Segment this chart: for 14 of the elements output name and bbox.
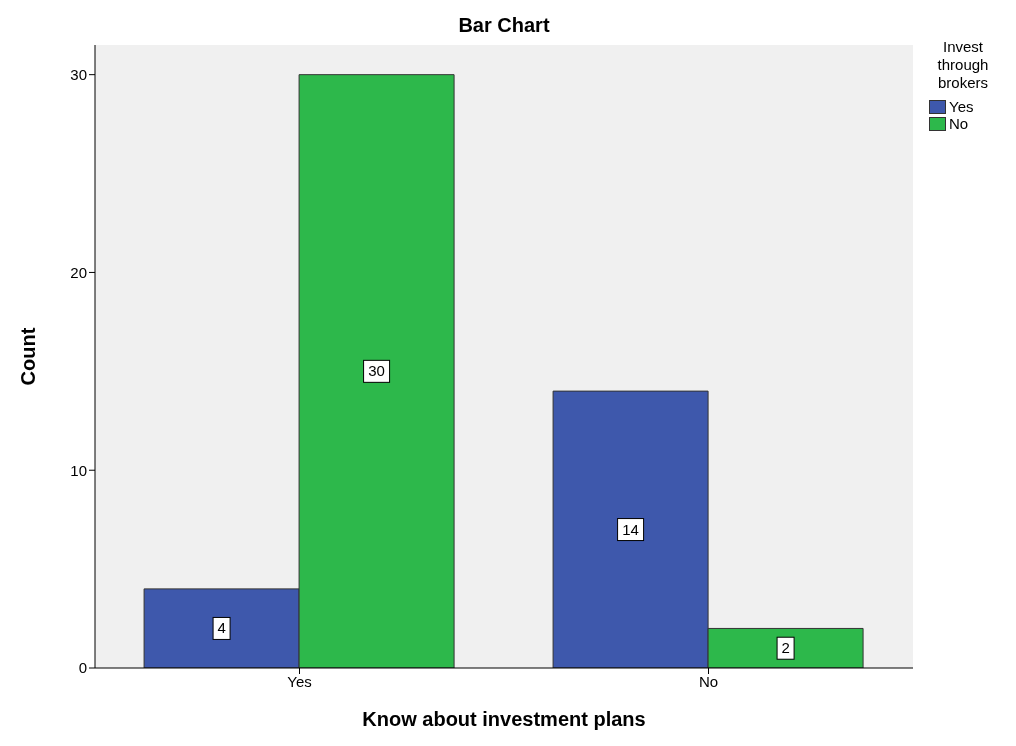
y-tick-label: 30 — [70, 65, 87, 83]
y-tick-label: 20 — [70, 263, 87, 281]
y-tick-label: 0 — [78, 659, 87, 677]
legend-title: Invest through brokers — [936, 38, 990, 92]
data-label: 14 — [622, 520, 639, 538]
data-label: 2 — [781, 639, 790, 657]
data-label: 4 — [217, 619, 226, 637]
data-label: 30 — [368, 362, 385, 380]
chart-title: Bar Chart — [457, 14, 551, 37]
y-tick-label: 10 — [70, 461, 87, 479]
x-axis-title: Know about investment plans — [362, 708, 646, 730]
y-axis-title: Count — [17, 327, 40, 386]
legend-label: No — [949, 115, 969, 132]
legend-label: Yes — [949, 98, 974, 115]
